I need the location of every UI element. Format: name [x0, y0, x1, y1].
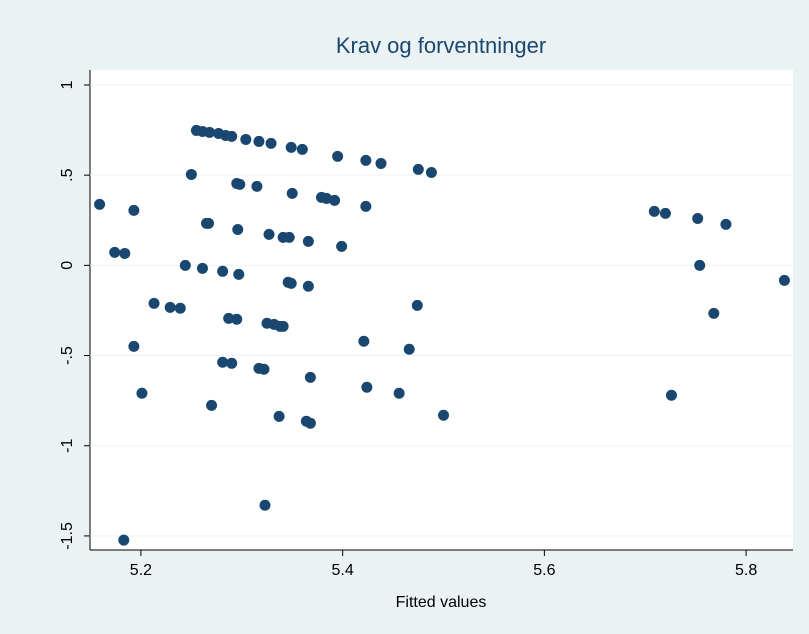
- point: [174, 302, 186, 314]
- point: [259, 499, 271, 511]
- x-tick-label: 5.2: [130, 562, 152, 579]
- point: [263, 228, 275, 240]
- point: [196, 262, 208, 274]
- point: [273, 410, 285, 422]
- point: [128, 204, 140, 216]
- point: [692, 212, 704, 224]
- point: [128, 340, 140, 352]
- point: [217, 356, 229, 368]
- point: [659, 207, 671, 219]
- point: [375, 157, 387, 169]
- point: [217, 265, 229, 277]
- point: [361, 381, 373, 393]
- point: [403, 343, 415, 355]
- point: [438, 409, 450, 421]
- point: [251, 180, 263, 192]
- point: [425, 166, 437, 178]
- chart-title: Krav og forventninger: [336, 33, 546, 58]
- point: [412, 163, 424, 175]
- point: [204, 126, 216, 138]
- point: [119, 247, 131, 259]
- x-tick-label: 5.4: [332, 562, 354, 579]
- point: [203, 217, 215, 229]
- point: [232, 223, 244, 235]
- point: [411, 299, 423, 311]
- x-axis-label: Fitted values: [396, 594, 487, 611]
- point: [286, 187, 298, 199]
- point: [694, 259, 706, 271]
- point: [778, 274, 790, 286]
- y-tick-label: -1.5: [59, 522, 76, 550]
- point: [708, 307, 720, 319]
- point: [265, 137, 277, 149]
- point: [285, 141, 297, 153]
- point: [253, 135, 265, 147]
- point: [94, 198, 106, 210]
- point: [283, 231, 295, 243]
- point: [226, 130, 238, 142]
- y-tick-label: -.5: [59, 346, 76, 365]
- point: [148, 297, 160, 309]
- point: [304, 371, 316, 383]
- point: [277, 320, 289, 332]
- point: [302, 235, 314, 247]
- point: [118, 534, 130, 546]
- point: [258, 363, 270, 375]
- point: [358, 335, 370, 347]
- point: [234, 178, 246, 190]
- point: [223, 312, 235, 324]
- point: [285, 277, 297, 289]
- point: [393, 387, 405, 399]
- y-tick-label: -1: [59, 439, 76, 453]
- point: [164, 301, 176, 313]
- point: [332, 150, 344, 162]
- point: [329, 194, 341, 206]
- point: [233, 268, 245, 280]
- point: [296, 143, 308, 155]
- point: [109, 246, 121, 258]
- point: [302, 280, 314, 292]
- point: [648, 205, 660, 217]
- point: [336, 240, 348, 252]
- point: [136, 387, 148, 399]
- y-tick-label: 1: [59, 80, 76, 89]
- plot-area: [90, 70, 793, 550]
- point: [240, 133, 252, 145]
- point: [360, 200, 372, 212]
- point: [304, 417, 316, 429]
- point: [231, 313, 243, 325]
- point: [206, 399, 218, 411]
- x-tick-label: 5.6: [533, 562, 555, 579]
- point: [720, 218, 732, 230]
- point: [226, 357, 238, 369]
- point: [665, 389, 677, 401]
- point: [360, 154, 372, 166]
- point: [179, 259, 191, 271]
- x-tick-label: 5.8: [735, 562, 757, 579]
- y-tick-label: .5: [59, 168, 76, 181]
- y-tick-label: 0: [59, 261, 76, 270]
- point: [185, 168, 197, 180]
